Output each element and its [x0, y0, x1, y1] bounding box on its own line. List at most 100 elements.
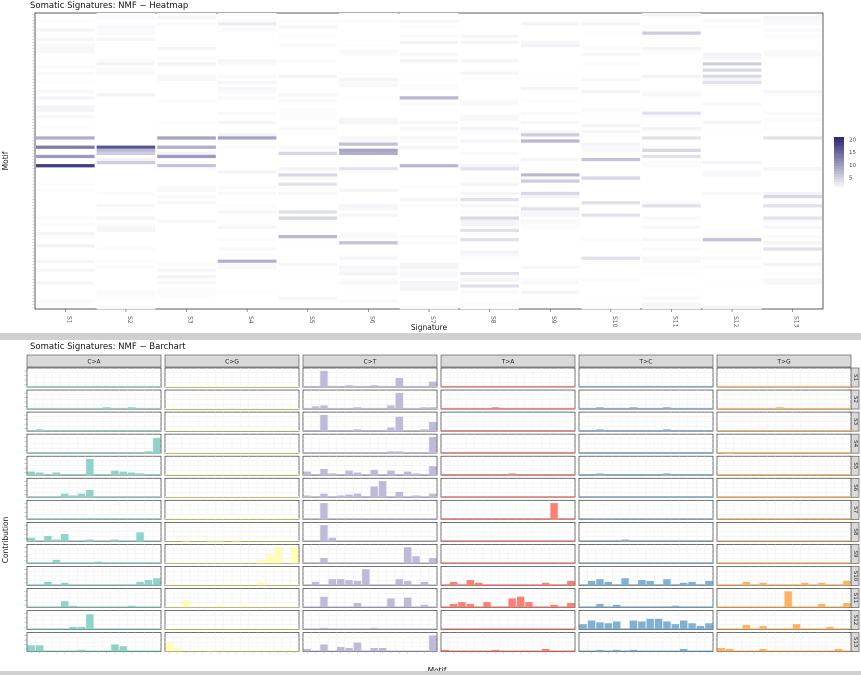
- heatmap-cell: [36, 154, 95, 159]
- heatmap-cell: [217, 222, 277, 226]
- heatmap-cell: [702, 68, 762, 72]
- bar: [320, 644, 328, 652]
- bar: [395, 416, 404, 432]
- heatmap-cell: [399, 275, 459, 279]
- heatmap-x-label: S3: [187, 316, 194, 324]
- heatmap-cell: [702, 19, 762, 23]
- heatmap-x-label: S5: [308, 316, 315, 324]
- heatmap-cell: [96, 290, 156, 294]
- bar: [604, 623, 613, 630]
- heatmap-cell: [96, 225, 156, 230]
- bar: [320, 525, 328, 542]
- facet-col-header: [578, 354, 714, 368]
- bar: [35, 472, 44, 476]
- heatmap-cell: [460, 176, 519, 180]
- bar: [404, 471, 412, 476]
- heatmap-cell: [642, 225, 701, 230]
- heatmap-cell: [339, 83, 398, 88]
- bar: [725, 648, 734, 652]
- bar: [621, 539, 629, 542]
- heatmap-cell: [278, 275, 338, 279]
- heatmap-cell: [460, 222, 519, 226]
- facet-col-label: T>A: [501, 359, 516, 366]
- legend-gradient-segment: [834, 163, 844, 167]
- facet-row-label: S6: [852, 484, 858, 491]
- heatmap-cell: [763, 235, 822, 239]
- facet-row-label: S4: [852, 440, 858, 447]
- heatmap-cell: [96, 247, 156, 251]
- heatmap-cell: [157, 56, 216, 60]
- bar: [742, 581, 751, 586]
- bar: [136, 581, 144, 586]
- bar: [792, 624, 801, 630]
- bar: [646, 580, 654, 586]
- heatmap-cell: [642, 145, 701, 149]
- bar: [613, 604, 621, 608]
- heatmap-cell: [581, 305, 641, 310]
- heatmap-cell: [702, 173, 762, 177]
- heatmap-cell: [702, 25, 762, 29]
- heatmap-cell: [460, 275, 519, 279]
- heatmap-cell: [520, 40, 580, 45]
- heatmap-cell: [520, 130, 580, 134]
- heatmap-cell: [96, 31, 156, 35]
- bar: [680, 582, 688, 586]
- heatmap-cell: [763, 247, 822, 251]
- heatmap-cell: [399, 83, 459, 88]
- heatmap-cell: [157, 151, 216, 156]
- heatmap-cell: [642, 136, 701, 140]
- bar: [725, 452, 734, 454]
- heatmap-cell: [36, 133, 95, 137]
- heatmap-cell: [520, 74, 580, 78]
- heatmap-cell: [763, 93, 822, 97]
- heatmap-cell: [460, 216, 519, 220]
- heatmap-cell: [217, 28, 277, 32]
- bar: [165, 642, 173, 652]
- heatmap-cell: [702, 53, 762, 57]
- bar: [705, 623, 713, 630]
- heatmap-cell: [278, 99, 338, 103]
- heatmap-cell: [460, 120, 519, 125]
- heatmap-cell: [763, 90, 822, 94]
- bar: [420, 581, 429, 586]
- bar: [516, 596, 525, 608]
- heatmap-cell: [642, 302, 701, 307]
- heatmap-cell: [702, 117, 762, 122]
- legend-gradient-segment: [834, 142, 844, 146]
- bar: [257, 581, 266, 586]
- bar: [483, 602, 491, 608]
- bar: [337, 495, 345, 498]
- heatmap-cell: [702, 102, 762, 106]
- heatmap-cell: [278, 210, 338, 214]
- heatmap-cell: [36, 259, 95, 263]
- bar: [412, 473, 420, 476]
- heatmap-cell: [642, 148, 701, 152]
- bar: [550, 503, 558, 520]
- heatmap-cell: [702, 65, 762, 69]
- heatmap-cell: [642, 164, 701, 168]
- heatmap-cell: [217, 62, 277, 66]
- heatmap-cell: [520, 43, 580, 48]
- heatmap-cell: [36, 56, 95, 60]
- heatmap-cell: [157, 268, 216, 273]
- heatmap-cell: [339, 281, 398, 285]
- heatmap-cell: [520, 139, 580, 143]
- bar: [404, 547, 412, 564]
- heatmap-cell: [399, 161, 459, 165]
- heatmap-cell: [581, 185, 641, 189]
- bar: [604, 581, 613, 586]
- heatmap-cell: [339, 50, 398, 54]
- bar: [508, 473, 516, 476]
- heatmap-cell: [642, 31, 701, 35]
- heatmap-cell: [36, 188, 95, 193]
- heatmap-cell: [157, 46, 216, 51]
- heatmap-cell: [96, 28, 156, 32]
- heatmap-cell: [278, 127, 338, 131]
- heatmap-x-label: S7: [429, 316, 436, 324]
- heatmap-cell: [702, 284, 762, 288]
- bar: [449, 581, 458, 586]
- facet-row-label: S11: [852, 593, 858, 604]
- legend-gradient-segment: [834, 152, 844, 156]
- heatmap-cell: [217, 145, 277, 149]
- heatmap-cell: [399, 235, 459, 239]
